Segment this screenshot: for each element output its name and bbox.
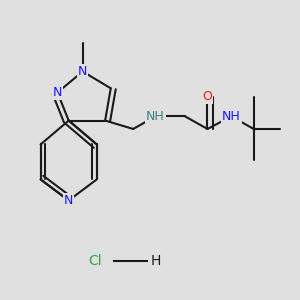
Text: N: N <box>78 65 87 78</box>
Text: N: N <box>64 194 74 207</box>
Text: NH: NH <box>222 110 241 123</box>
Text: O: O <box>202 90 212 103</box>
Text: NH: NH <box>146 110 165 123</box>
Text: H: H <box>150 254 161 268</box>
Text: Cl: Cl <box>88 254 102 268</box>
Text: N: N <box>53 86 62 99</box>
